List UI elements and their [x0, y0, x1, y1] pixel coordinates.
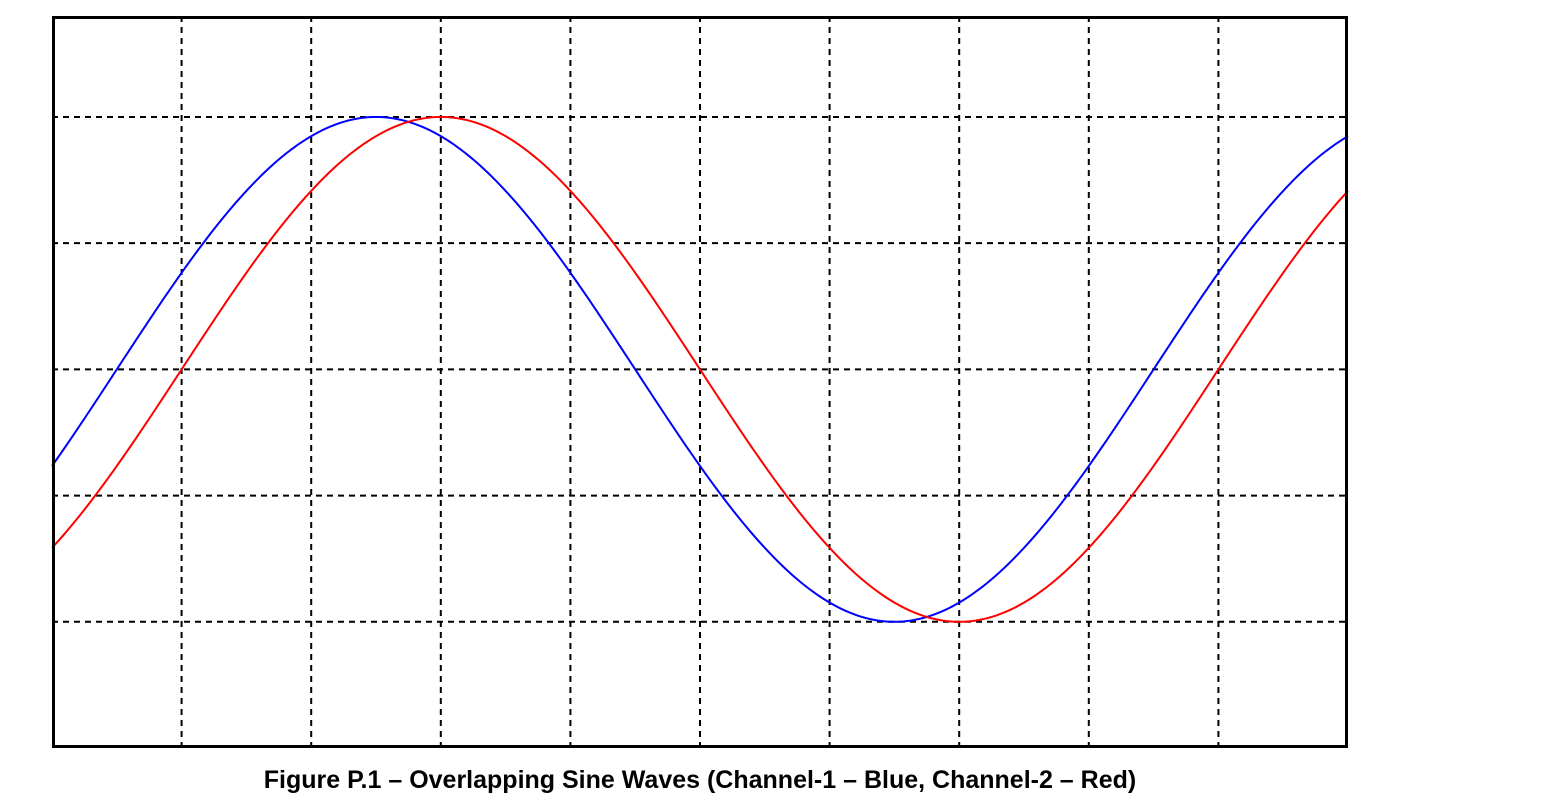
plot-frame: [52, 16, 1348, 748]
figure-caption: Figure P.1 – Overlapping Sine Waves (Cha…: [263, 766, 1137, 794]
channel-1-line: [51, 115, 1349, 623]
series-layer: [51, 115, 1349, 623]
channel-2-line: [51, 115, 1349, 623]
sine-wave-chart: [51, 16, 1349, 748]
